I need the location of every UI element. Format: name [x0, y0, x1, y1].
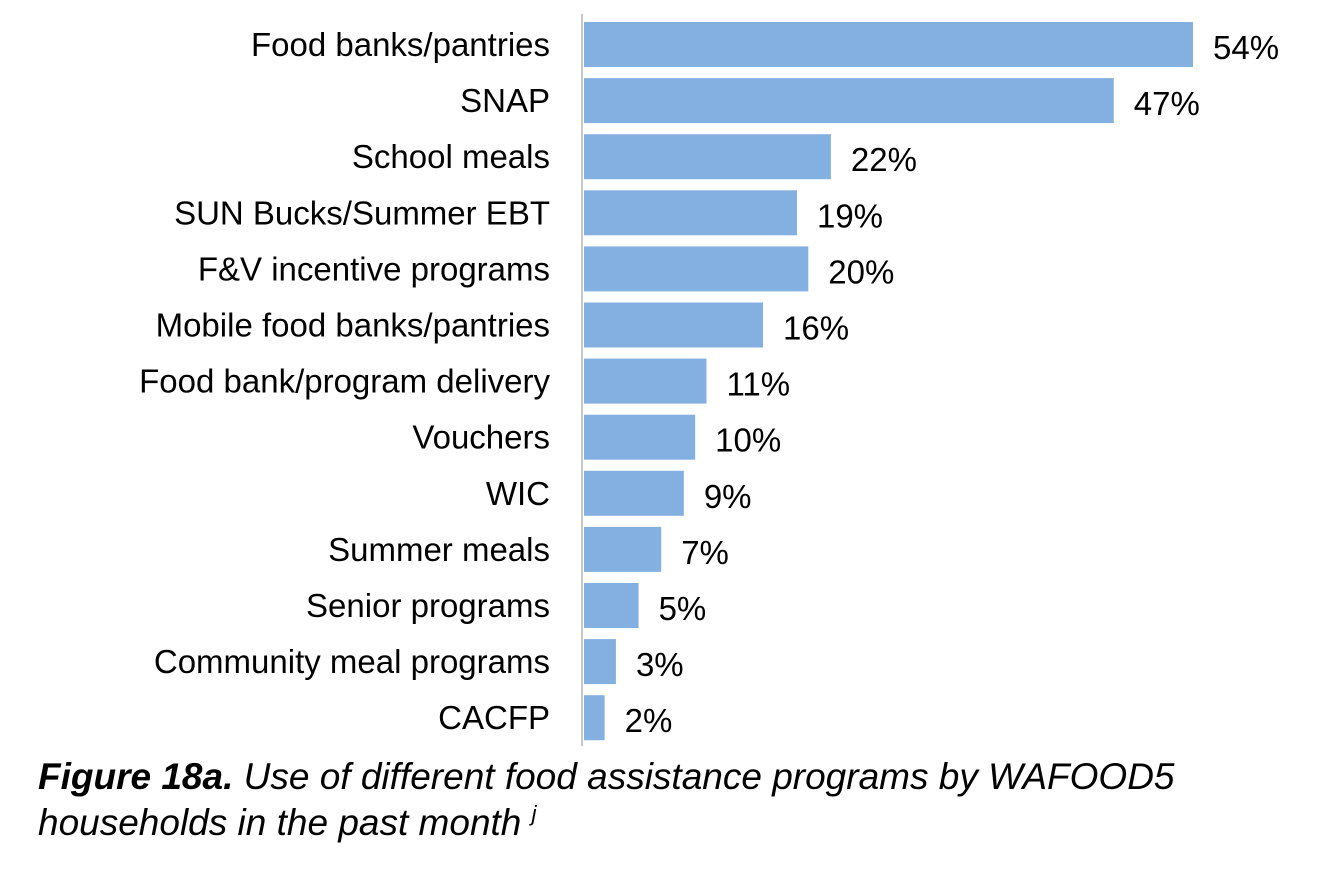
bar: [584, 358, 707, 404]
value-label: 22%: [851, 141, 917, 178]
figure-label: Figure 18a.: [38, 756, 234, 797]
bar: [584, 246, 809, 292]
category-label: WIC: [486, 475, 550, 512]
figure-caption: Figure 18a. Use of different food assist…: [38, 754, 1298, 846]
category-label: Senior programs: [306, 587, 550, 624]
value-label: 19%: [817, 197, 883, 234]
bar: [584, 302, 764, 348]
category-label: Food bank/program delivery: [139, 363, 550, 400]
bar: [584, 134, 831, 180]
bar: [584, 639, 616, 685]
category-label: F&V incentive programs: [198, 250, 550, 287]
bar: [584, 526, 662, 572]
value-label: 5%: [659, 590, 707, 627]
value-label: 9%: [704, 478, 752, 515]
category-label: SUN Bucks/Summer EBT: [174, 194, 550, 231]
bars-group: [584, 22, 1193, 741]
category-label: Community meal programs: [154, 643, 550, 680]
category-label: SNAP: [460, 82, 550, 119]
bar: [584, 22, 1193, 67]
value-label: 20%: [828, 253, 894, 290]
bar: [584, 470, 684, 516]
bar: [584, 414, 696, 460]
category-label: Food banks/pantries: [251, 26, 550, 63]
value-label: 11%: [726, 366, 790, 403]
bar: [584, 78, 1114, 124]
category-label: Mobile food banks/pantries: [156, 307, 550, 344]
category-labels-group: Food banks/pantries SNAP School meals SUN B…: [139, 26, 550, 736]
value-label: 54%: [1213, 29, 1279, 66]
value-label: 7%: [681, 534, 729, 571]
bar-chart: Food banks/pantries SNAP School meals SUN B…: [139, 14, 1279, 746]
figure-caption-text: Use of different food assistance program…: [38, 756, 1175, 843]
bar: [584, 695, 605, 741]
category-label: Vouchers: [412, 419, 550, 456]
value-labels-group: 54% 47% 22% 19% 20% 16% 11% 10% 9% 7% 5% 3% 2%: [625, 29, 1279, 739]
footnote-marker: j: [531, 801, 537, 826]
value-label: 10%: [715, 422, 781, 459]
value-label: 2%: [625, 702, 673, 739]
bar: [584, 190, 797, 236]
category-label: CACFP: [438, 699, 550, 736]
value-label: 3%: [636, 646, 684, 683]
bar: [584, 583, 639, 628]
value-label: 47%: [1134, 85, 1200, 122]
category-label: School meals: [352, 138, 550, 175]
category-label: Summer meals: [328, 531, 550, 568]
value-label: 16%: [783, 310, 849, 347]
